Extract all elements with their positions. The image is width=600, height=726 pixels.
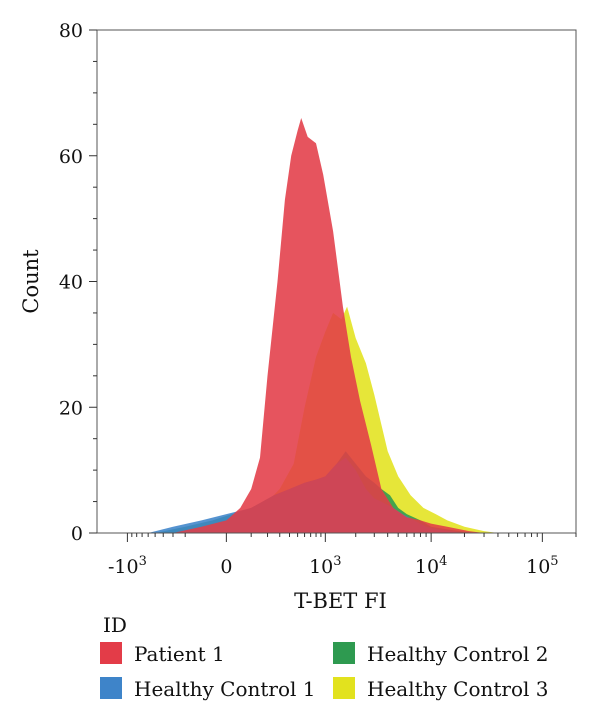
legend-swatch-healthy-control-3 xyxy=(333,677,355,699)
legend-label-healthy-control-2: Healthy Control 2 xyxy=(367,642,549,666)
legend-swatch-patient-1 xyxy=(100,642,122,664)
legend-swatch-healthy-control-1 xyxy=(100,677,122,699)
x-tick-label: 0 xyxy=(220,556,232,578)
legend-label-patient-1: Patient 1 xyxy=(134,642,225,666)
legend-swatch-healthy-control-2 xyxy=(333,642,355,664)
y-tick-label: 80 xyxy=(59,20,83,42)
y-tick-label: 20 xyxy=(59,397,83,419)
legend-label-healthy-control-1: Healthy Control 1 xyxy=(134,677,316,701)
legend-label-healthy-control-3: Healthy Control 3 xyxy=(367,677,549,701)
x-axis-title: T-BET FI xyxy=(294,589,387,613)
series-layer xyxy=(97,118,576,533)
x-tick-label: 103 xyxy=(309,554,341,578)
series-area-patient-1 xyxy=(97,118,576,533)
y-tick-label: 60 xyxy=(59,146,83,168)
y-axis-title: Count xyxy=(19,249,43,314)
y-tick-label: 40 xyxy=(59,272,83,294)
x-tick-label: 105 xyxy=(526,554,558,578)
legend: ID Patient 1 Healthy Control 2 Healthy Con… xyxy=(100,613,549,701)
y-tick-label: 0 xyxy=(71,523,83,545)
x-tick-label: 104 xyxy=(415,554,447,578)
legend-title: ID xyxy=(103,613,127,637)
axis-layer: 0 20 40 60 80 -103 0 103 104 105 xyxy=(59,20,577,578)
x-tick-label: -103 xyxy=(108,554,147,578)
